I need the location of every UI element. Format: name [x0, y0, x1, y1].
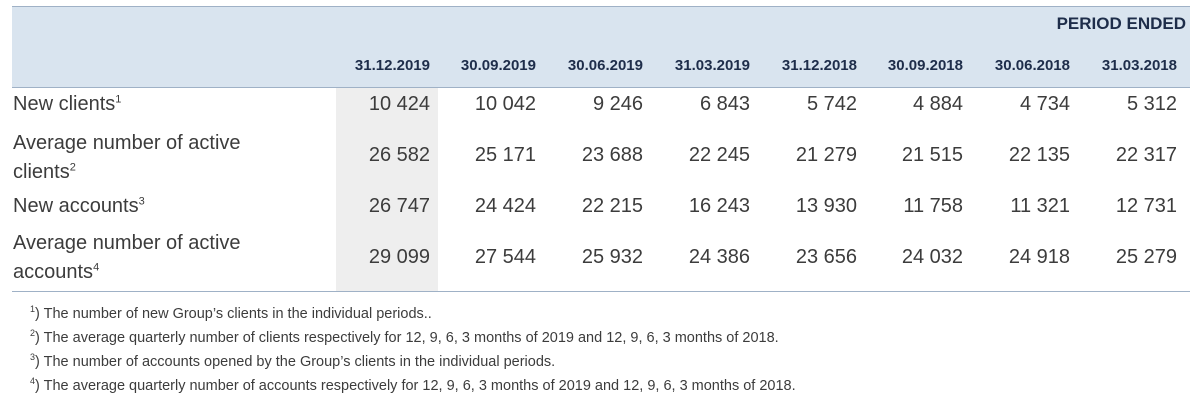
table-cell: 10 042 — [474, 93, 536, 115]
period-ended-heading: PERIOD ENDED — [1056, 14, 1186, 33]
table-cell: 24 918 — [1008, 246, 1070, 268]
table-header — [12, 6, 1190, 88]
table-cell: 27 544 — [474, 246, 536, 268]
column-header: 31.03.2019 — [674, 57, 750, 74]
table-cell: 11 321 — [1010, 195, 1070, 217]
table-cell: 22 245 — [688, 144, 750, 166]
table-cell: 24 386 — [688, 246, 750, 268]
table-cell: 11 758 — [903, 195, 963, 217]
column-header: 31.03.2018 — [1101, 57, 1177, 74]
footnote: 2) The average quarterly number of clien… — [30, 328, 779, 346]
footnote: 3) The number of accounts opened by the … — [30, 352, 556, 370]
table-cell: 23 656 — [795, 246, 857, 268]
table-cell: 22 215 — [581, 195, 643, 217]
table-cell: 5 312 — [1126, 93, 1177, 115]
table-cell: 22 317 — [1115, 144, 1177, 166]
row-label-new-accounts: New accounts3 — [13, 195, 145, 217]
table-cell: 22 135 — [1008, 144, 1070, 166]
footnote: 4) The average quarterly number of accou… — [30, 376, 796, 394]
column-header: 30.09.2019 — [460, 57, 536, 74]
column-header: 30.09.2018 — [887, 57, 963, 74]
table-cell: 6 843 — [699, 93, 750, 115]
table-cell: 25 932 — [581, 246, 643, 268]
column-header: 30.06.2018 — [994, 57, 1070, 74]
table-bottom-divider — [12, 291, 1190, 292]
table-cell: 12 731 — [1115, 195, 1177, 217]
table-cell: 23 688 — [581, 144, 643, 166]
table-cell: 25 279 — [1115, 246, 1177, 268]
table-cell: 9 246 — [592, 93, 643, 115]
table-cell: 4 734 — [1019, 93, 1070, 115]
footnotes: 1) The number of new Group’s clients in … — [30, 302, 796, 398]
column-header: 31.12.2019 — [354, 57, 430, 74]
table-cell: 21 515 — [901, 144, 963, 166]
table-cell: 24 032 — [901, 246, 963, 268]
row-label-avg-active-accounts: Average number of active accounts4 — [13, 232, 241, 283]
row-label-avg-active-clients: Average number of active clients2 — [13, 132, 241, 183]
table-cell: 24 424 — [474, 195, 536, 217]
table-cell: 13 930 — [795, 195, 857, 217]
table-cell: 16 243 — [688, 195, 750, 217]
current-period-highlight — [336, 88, 438, 291]
table-cell: 26 582 — [368, 144, 430, 166]
footnote: 1) The number of new Group’s clients in … — [30, 304, 432, 322]
table-cell: 4 884 — [912, 93, 963, 115]
header-divider — [12, 87, 1190, 88]
table-cell: 26 747 — [368, 195, 430, 217]
table-cell: 25 171 — [474, 144, 536, 166]
table-cell: 5 742 — [806, 93, 857, 115]
column-header: 31.12.2018 — [781, 57, 857, 74]
table-cell: 10 424 — [368, 93, 430, 115]
row-label-new-clients: New clients1 — [13, 93, 122, 115]
table-cell: 21 279 — [795, 144, 857, 166]
column-header: 30.06.2019 — [567, 57, 643, 74]
table-cell: 29 099 — [368, 246, 430, 268]
